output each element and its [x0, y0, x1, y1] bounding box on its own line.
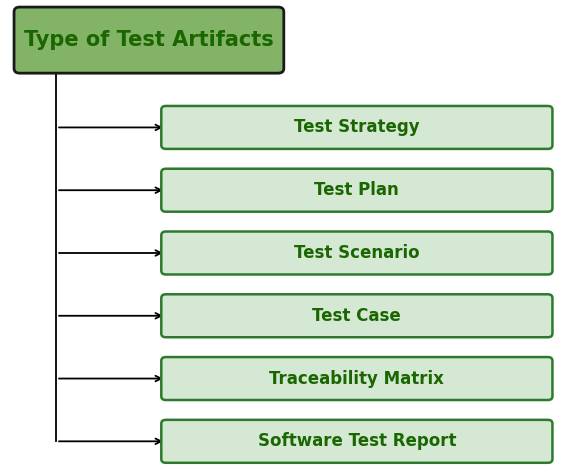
Text: Test Strategy: Test Strategy — [294, 118, 420, 136]
FancyBboxPatch shape — [161, 169, 552, 211]
Text: Test Scenario: Test Scenario — [294, 244, 420, 262]
FancyBboxPatch shape — [14, 7, 284, 73]
Text: Test Case: Test Case — [312, 307, 401, 325]
Text: Type of Test Artifacts: Type of Test Artifacts — [24, 30, 274, 50]
FancyBboxPatch shape — [161, 420, 552, 463]
FancyBboxPatch shape — [161, 295, 552, 337]
Text: Test Plan: Test Plan — [315, 181, 399, 199]
Text: Traceability Matrix: Traceability Matrix — [269, 370, 445, 388]
Text: Software Test Report: Software Test Report — [257, 432, 456, 450]
FancyBboxPatch shape — [161, 106, 552, 149]
FancyBboxPatch shape — [161, 357, 552, 400]
FancyBboxPatch shape — [161, 232, 552, 275]
